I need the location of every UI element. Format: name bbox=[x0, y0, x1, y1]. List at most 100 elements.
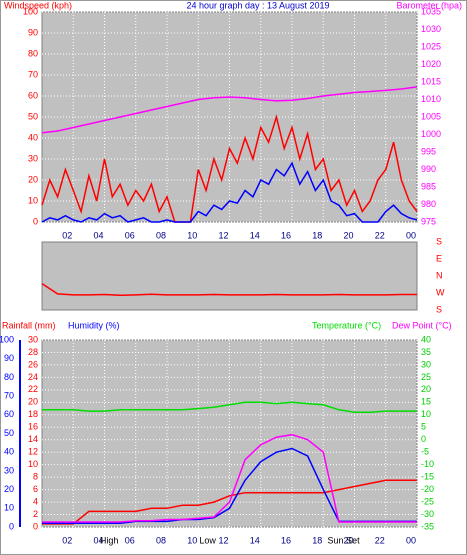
x-tick-label: 12 bbox=[218, 230, 228, 240]
x-tick-label: 16 bbox=[281, 535, 291, 545]
y-tick-label: 50 bbox=[28, 111, 38, 121]
y-tick-label: -10 bbox=[421, 459, 434, 469]
x-tick-label: 00 bbox=[406, 535, 416, 545]
y-tick-label: -25 bbox=[421, 496, 434, 506]
y-tick-label: 20 bbox=[4, 484, 14, 494]
y-tick-label: 20 bbox=[28, 174, 38, 184]
y-tick-label: 90 bbox=[28, 27, 38, 37]
x-tick-label: 08 bbox=[156, 230, 166, 240]
y-tick-label: -20 bbox=[421, 484, 434, 494]
y-tick-label: S bbox=[436, 304, 442, 314]
series-line bbox=[42, 479, 417, 525]
x-tick-label: 06 bbox=[125, 535, 135, 545]
x-tick-label: 06 bbox=[125, 230, 135, 240]
y-tick-label: 1010 bbox=[421, 94, 441, 104]
y-tick-label: 22 bbox=[28, 384, 38, 394]
y-tick-label: 995 bbox=[421, 146, 436, 156]
y-tick-label: 1030 bbox=[421, 24, 441, 34]
y-tick-label: 14 bbox=[28, 434, 38, 444]
y-tick-label: 30 bbox=[421, 359, 431, 369]
y-tick-label: -15 bbox=[421, 472, 434, 482]
y-tick-label: 15 bbox=[421, 397, 431, 407]
y-tick-label: 0 bbox=[9, 521, 14, 531]
y-tick-label: 40 bbox=[4, 447, 14, 457]
series-line bbox=[41, 282, 417, 297]
y-tick-label: 1025 bbox=[421, 41, 441, 51]
y-tick-label: -5 bbox=[421, 447, 429, 457]
y-tick-label: 35 bbox=[421, 347, 431, 357]
x-tick-label: 10 bbox=[187, 230, 197, 240]
x-tick-label: 10 bbox=[187, 535, 197, 545]
y-tick-label: 70 bbox=[28, 69, 38, 79]
y-tick-label: 10 bbox=[28, 195, 38, 205]
x-tick-label: 20 bbox=[343, 535, 353, 545]
x-tick-label: 18 bbox=[312, 230, 322, 240]
y-tick-label: 8 bbox=[33, 472, 38, 482]
y-tick-label: 25 bbox=[421, 372, 431, 382]
annotation: Sun Set bbox=[328, 535, 361, 545]
legend-label: Humidity (%) bbox=[68, 320, 120, 330]
x-tick-label: 14 bbox=[250, 535, 260, 545]
y-tick-label: 1000 bbox=[421, 129, 441, 139]
y-tick-label: 10 bbox=[421, 409, 431, 419]
x-tick-label: 22 bbox=[375, 230, 385, 240]
y-tick-label: 50 bbox=[4, 428, 14, 438]
y-tick-label: 6 bbox=[33, 484, 38, 494]
series-line bbox=[41, 86, 418, 134]
y-tick-label: 80 bbox=[28, 48, 38, 58]
y-tick-label: -30 bbox=[421, 509, 434, 519]
y-tick-label: S bbox=[436, 236, 442, 246]
y-tick-label: 30 bbox=[4, 465, 14, 475]
annotation: Low bbox=[199, 535, 216, 545]
y-tick-label: 100 bbox=[0, 334, 14, 344]
y-tick-label: 100 bbox=[23, 6, 38, 16]
y-tick-label: 60 bbox=[4, 409, 14, 419]
x-tick-label: 20 bbox=[343, 230, 353, 240]
y-tick-label: 18 bbox=[28, 409, 38, 419]
x-tick-label: 14 bbox=[250, 230, 260, 240]
y-tick-label: 20 bbox=[421, 384, 431, 394]
y-tick-label: 30 bbox=[28, 334, 38, 344]
y2-axis-title: Barometer (hpa) bbox=[396, 0, 462, 10]
y-tick-label: 0 bbox=[33, 216, 38, 226]
y-tick-label: 70 bbox=[4, 390, 14, 400]
y-tick-label: 16 bbox=[28, 422, 38, 432]
x-tick-label: 22 bbox=[375, 535, 385, 545]
y-tick-label: 12 bbox=[28, 447, 38, 457]
y-tick-label: 40 bbox=[28, 132, 38, 142]
x-tick-label: 00 bbox=[406, 230, 416, 240]
y-tick-label: 975 bbox=[421, 216, 436, 226]
legend-label: Dew Point (°C) bbox=[392, 320, 452, 330]
x-tick-label: 12 bbox=[218, 535, 228, 545]
y-tick-label: 985 bbox=[421, 181, 436, 191]
legend-label: Temperature (°C) bbox=[312, 320, 381, 330]
y-tick-label: E bbox=[436, 253, 442, 263]
y-tick-label: 1015 bbox=[421, 76, 441, 86]
legend-label: Rainfall (mm) bbox=[2, 320, 56, 330]
y-tick-label: 30 bbox=[28, 153, 38, 163]
y-tick-label: 28 bbox=[28, 347, 38, 357]
plot-area bbox=[41, 241, 418, 311]
series-line bbox=[41, 161, 418, 223]
y-tick-label: 0 bbox=[421, 434, 426, 444]
y-tick-label: 20 bbox=[28, 397, 38, 407]
y-tick-label: 80 bbox=[4, 372, 14, 382]
y-tick-label: 980 bbox=[421, 199, 436, 209]
y-tick-label: 990 bbox=[421, 164, 436, 174]
y-tick-label: 10 bbox=[28, 459, 38, 469]
series-line bbox=[42, 401, 417, 414]
x-tick-label: 18 bbox=[312, 535, 322, 545]
x-tick-label: 02 bbox=[62, 535, 72, 545]
x-tick-label: 08 bbox=[156, 535, 166, 545]
y-tick-label: 4 bbox=[33, 496, 38, 506]
y-tick-label: 5 bbox=[421, 422, 426, 432]
annotation: High bbox=[100, 535, 119, 545]
x-tick-label: 04 bbox=[93, 230, 103, 240]
x-tick-label: 04 bbox=[93, 535, 103, 545]
y-tick-label: 1005 bbox=[421, 111, 441, 121]
chart-title: 24 hour graph day : 13 August 2019 bbox=[186, 0, 329, 10]
y-tick-label: 1035 bbox=[421, 6, 441, 16]
y-tick-label: N bbox=[436, 270, 443, 280]
y-tick-label: 2 bbox=[33, 509, 38, 519]
